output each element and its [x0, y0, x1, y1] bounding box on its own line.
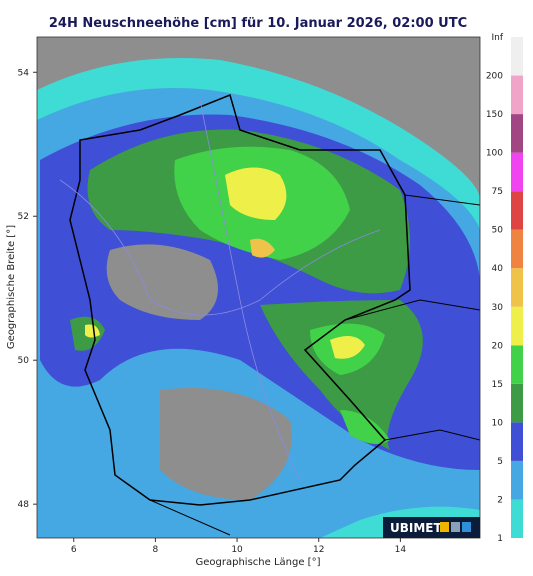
colorbar-label: 40 [492, 264, 504, 274]
colorbar-label: Inf [491, 33, 503, 43]
colorbar-label: 50 [492, 226, 504, 236]
colorbar-segment [511, 345, 523, 384]
colorbar-label: 10 [492, 418, 504, 428]
y-tick-label: 50 [18, 356, 30, 366]
colorbar-segment [511, 268, 523, 307]
x-tick-label: 14 [395, 545, 407, 555]
colorbar-segment [511, 383, 523, 423]
colorbar-label: 1 [497, 534, 503, 544]
colorbar-label: 75 [492, 187, 503, 197]
y-tick-label: 54 [18, 68, 30, 78]
snow-map [37, 37, 480, 538]
x-tick-label: 8 [153, 545, 159, 555]
colorbar-label: 2 [497, 495, 503, 505]
colorbar-segment [511, 306, 523, 346]
x-tick-label: 12 [313, 545, 324, 555]
colorbar-segment [511, 114, 523, 153]
colorbar-segment [511, 460, 523, 500]
y-axis-label: Geographische Breite [°] [6, 225, 17, 349]
y-tick-label: 48 [18, 500, 30, 510]
colorbar-segment [511, 191, 523, 230]
colorbar-label: 150 [486, 110, 503, 120]
x-axis-label: Geographische Länge [°] [196, 557, 321, 568]
colorbar-segment [511, 37, 523, 76]
colorbar-label: 20 [492, 341, 504, 351]
logo: UBIMET [383, 517, 480, 538]
colorbar-segment [511, 499, 523, 538]
colorbar-label: 5 [497, 457, 503, 467]
colorbar-label: 100 [486, 149, 503, 159]
colorbar-label: 200 [486, 72, 503, 82]
y-tick-label: 52 [18, 212, 29, 222]
logo-text: UBIMET [390, 521, 442, 535]
title: 24H Neuschneehöhe [cm] für 10. Januar 20… [49, 16, 467, 31]
colorbar-label: 30 [492, 303, 504, 313]
colorbar-segment [511, 152, 523, 192]
colorbar-label: 15 [492, 380, 503, 390]
x-tick-label: 6 [71, 545, 77, 555]
colorbar-segment [511, 229, 523, 269]
colorbar-segment [511, 75, 523, 115]
x-tick-label: 10 [231, 545, 243, 555]
colorbar-segment [511, 422, 523, 461]
